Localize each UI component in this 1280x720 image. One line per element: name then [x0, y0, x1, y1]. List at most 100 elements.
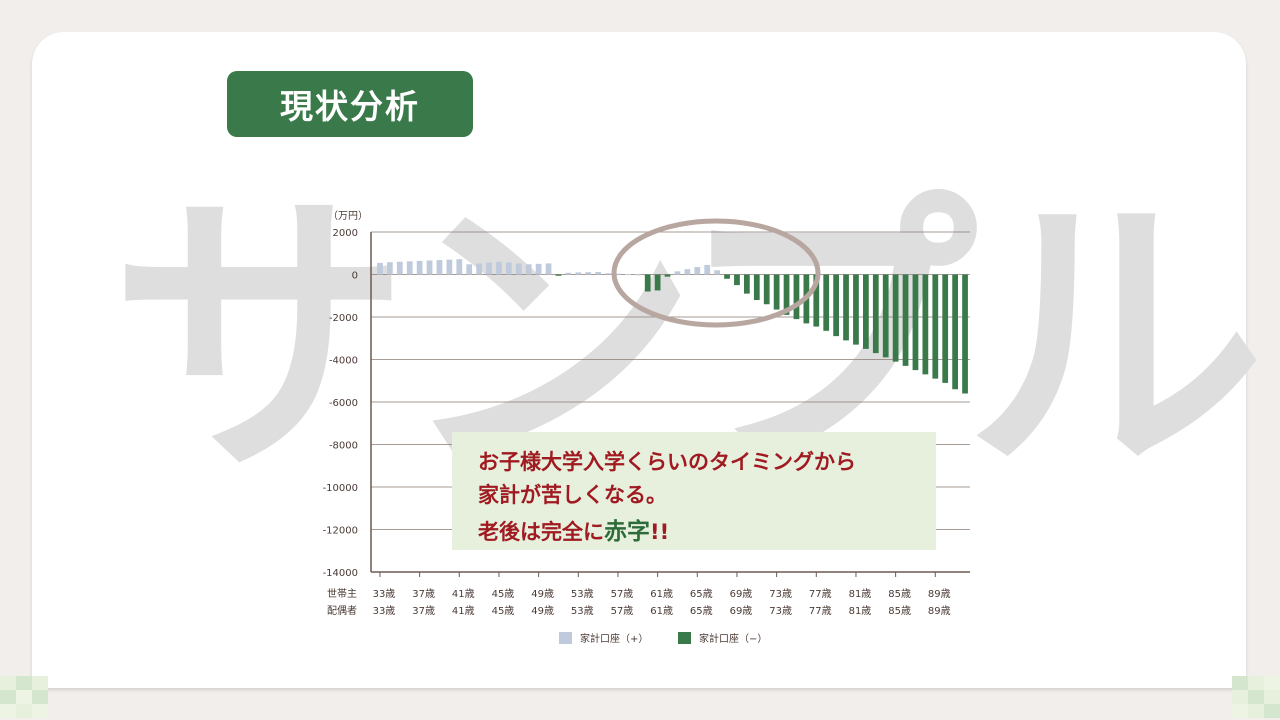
bar: [793, 274, 800, 320]
bar: [505, 262, 512, 275]
bar: [952, 274, 959, 390]
bar: [644, 274, 651, 292]
bar: [615, 273, 621, 275]
row-label-spouse: 配偶者: [327, 604, 357, 617]
x-tick-label: 89歳: [928, 588, 951, 600]
x-tick-label: 49歳: [531, 588, 554, 600]
bar: [734, 274, 740, 286]
x-tick-label: 37歳: [412, 588, 435, 600]
y-tick-label: -12000: [323, 526, 358, 537]
bar: [912, 274, 919, 371]
bar: [833, 274, 840, 337]
callout-deficit-highlight: 赤字: [604, 519, 650, 545]
legend-swatch-negative: [678, 632, 691, 644]
row-label-householder: 世帯主: [327, 587, 357, 600]
x-axis-ticks: 33歳 33歳 37歳 37歳 41歳 41歳 45歳 45歳 49歳 49歳 53歳 53歳 57歳 5…: [373, 572, 951, 617]
x-tick-label: 73歳: [769, 588, 792, 600]
x-tick-label: 41歳: [452, 588, 475, 600]
callout-box: お子様大学入学くらいのタイミングから 家計が苦しくなる。 老後は完全に赤字!!: [452, 432, 936, 550]
bar: [684, 269, 691, 275]
bar: [724, 274, 730, 279]
bar: [436, 260, 443, 275]
bar: [654, 274, 661, 291]
x-tick-label: 61歳: [650, 605, 673, 617]
callout-line-3-suffix: !!: [650, 520, 670, 544]
page-title: 現状分析: [227, 71, 473, 137]
bar: [416, 260, 423, 275]
bar: [872, 274, 879, 354]
corner-pattern-right: [1232, 676, 1280, 718]
bar: [595, 271, 602, 275]
bar: [476, 263, 483, 275]
x-tick-label: 61歳: [650, 588, 673, 600]
y-axis-unit-label: （万円）: [328, 210, 368, 222]
x-tick-label: 53歳: [571, 588, 594, 600]
x-tick-label: 69歳: [730, 605, 753, 617]
y-tick-label: 0: [352, 271, 358, 282]
x-tick-label: 53歳: [571, 605, 594, 617]
chart-bars: [377, 259, 968, 394]
bar: [823, 274, 830, 331]
bar: [882, 274, 889, 358]
x-tick-label: 65歳: [690, 605, 713, 617]
bar: [486, 262, 492, 275]
x-tick-label: 33歳: [373, 588, 396, 600]
x-tick-label: 89歳: [928, 605, 951, 617]
bar: [853, 274, 859, 345]
x-tick-label: 41歳: [452, 605, 475, 617]
x-tick-label: 77歳: [809, 605, 832, 617]
y-tick-label: -6000: [329, 398, 358, 409]
corner-pattern-left: [0, 676, 48, 718]
x-tick-label: 45歳: [492, 588, 515, 600]
callout-line-2: 家計が苦しくなる。: [478, 483, 667, 507]
y-tick-label: -4000: [329, 356, 358, 367]
bar: [932, 274, 939, 379]
bar: [396, 261, 403, 275]
y-tick-label: -2000: [329, 313, 358, 324]
bar: [902, 274, 909, 366]
bar: [704, 264, 711, 275]
y-tick-label: 2000: [333, 228, 358, 239]
bar: [942, 274, 949, 383]
bar: [694, 267, 701, 275]
y-tick-label: -14000: [323, 568, 358, 579]
bar: [386, 262, 393, 275]
callout-line-1: お子様大学入学くらいのタイミングから: [478, 450, 856, 474]
bar: [753, 274, 760, 300]
bar: [783, 274, 790, 315]
bar: [496, 261, 502, 275]
bar: [406, 261, 413, 275]
bar: [674, 271, 681, 275]
callout-line-3-prefix: 老後は完全に: [478, 520, 604, 544]
x-tick-label: 85歳: [888, 588, 911, 600]
x-tick-label: 81歳: [849, 605, 872, 617]
bar: [605, 273, 611, 275]
bar: [763, 274, 770, 305]
x-tick-label: 37歳: [412, 605, 435, 617]
bar: [446, 259, 453, 275]
y-axis-ticks: 2000 0 -2000 -4000 -6000 -8000 -10000 -12000 -14…: [323, 228, 358, 579]
bar: [525, 264, 532, 275]
bar: [773, 274, 780, 310]
bar: [624, 274, 631, 276]
bar: [555, 274, 562, 276]
bar: [922, 274, 929, 375]
callout-line-3: 老後は完全に赤字!!: [478, 512, 669, 546]
bar: [634, 274, 641, 276]
x-tick-label: 69歳: [730, 588, 753, 600]
legend: 家計口座（+） 家計口座（−）: [559, 632, 767, 645]
x-tick-label: 85歳: [888, 605, 911, 617]
bar: [377, 262, 383, 275]
y-tick-label: -8000: [329, 441, 358, 452]
bar: [565, 272, 572, 275]
bar: [515, 263, 522, 275]
bar: [426, 260, 433, 275]
x-tick-label: 81歳: [849, 588, 872, 600]
x-tick-label: 57歳: [611, 588, 634, 600]
bar: [743, 274, 750, 294]
bar: [575, 272, 582, 275]
bar: [862, 274, 869, 349]
bar: [892, 274, 899, 362]
bar: [843, 274, 849, 341]
